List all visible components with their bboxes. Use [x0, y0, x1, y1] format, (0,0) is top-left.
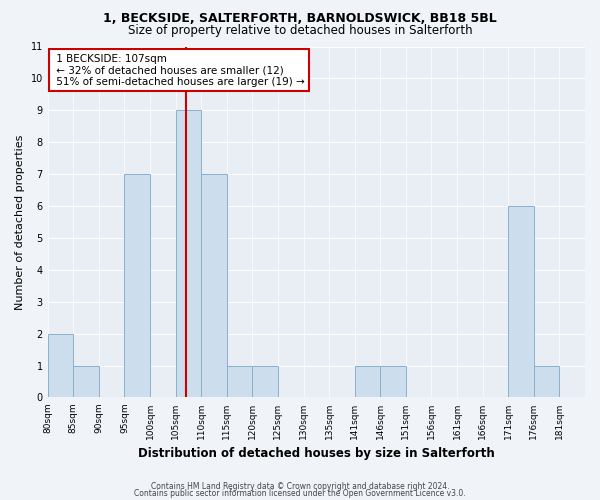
Text: Contains public sector information licensed under the Open Government Licence v3: Contains public sector information licen…: [134, 489, 466, 498]
Bar: [227, 366, 253, 398]
Bar: [176, 110, 201, 398]
Bar: [124, 174, 150, 398]
Text: 1, BECKSIDE, SALTERFORTH, BARNOLDSWICK, BB18 5BL: 1, BECKSIDE, SALTERFORTH, BARNOLDSWICK, …: [103, 12, 497, 26]
Text: Contains HM Land Registry data © Crown copyright and database right 2024.: Contains HM Land Registry data © Crown c…: [151, 482, 449, 491]
Bar: [508, 206, 534, 398]
Bar: [355, 366, 380, 398]
Y-axis label: Number of detached properties: Number of detached properties: [15, 134, 25, 310]
Bar: [380, 366, 406, 398]
Bar: [253, 366, 278, 398]
X-axis label: Distribution of detached houses by size in Salterforth: Distribution of detached houses by size …: [138, 447, 495, 460]
Text: Size of property relative to detached houses in Salterforth: Size of property relative to detached ho…: [128, 24, 472, 37]
Bar: [73, 366, 99, 398]
Bar: [47, 334, 73, 398]
Bar: [201, 174, 227, 398]
Bar: [534, 366, 559, 398]
Text: 1 BECKSIDE: 107sqm
 ← 32% of detached houses are smaller (12)
 51% of semi-detac: 1 BECKSIDE: 107sqm ← 32% of detached hou…: [53, 54, 305, 86]
